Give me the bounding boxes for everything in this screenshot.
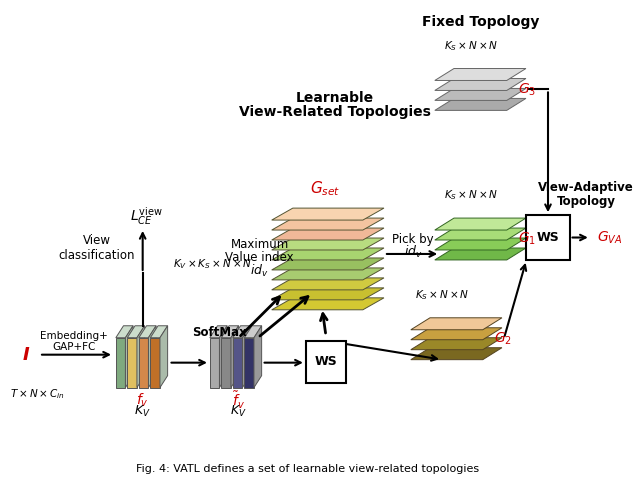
Bar [139, 338, 148, 387]
Text: $K_V$: $K_V$ [134, 404, 151, 419]
Text: $K_S \times N \times N$: $K_S \times N \times N$ [444, 39, 498, 53]
Polygon shape [243, 326, 250, 387]
Polygon shape [272, 248, 384, 260]
Text: $L_{CE}^{\mathrm{view}}$: $L_{CE}^{\mathrm{view}}$ [130, 205, 163, 227]
Text: $K_V$: $K_V$ [230, 404, 247, 419]
Polygon shape [411, 318, 502, 330]
Text: View-Adaptive: View-Adaptive [538, 181, 634, 194]
Text: View-Related Topologies: View-Related Topologies [239, 105, 431, 120]
Polygon shape [116, 326, 133, 338]
Polygon shape [244, 326, 262, 338]
Polygon shape [148, 326, 156, 387]
Polygon shape [411, 338, 502, 350]
Text: Maximum: Maximum [230, 239, 289, 251]
Text: Pick by: Pick by [392, 232, 434, 245]
Bar [244, 338, 254, 387]
Text: $id_v$: $id_v$ [404, 244, 422, 260]
Polygon shape [272, 288, 384, 300]
Text: $K_V \times K_S \times N \times N$: $K_V \times K_S \times N \times N$ [173, 257, 252, 271]
Text: $\tilde{f}_v$: $\tilde{f}_v$ [232, 390, 245, 411]
Polygon shape [435, 68, 526, 81]
Bar [116, 338, 125, 387]
Text: WS: WS [536, 231, 559, 244]
Polygon shape [272, 208, 384, 220]
Polygon shape [435, 248, 526, 260]
Text: Fixed Topology: Fixed Topology [422, 15, 539, 29]
Polygon shape [272, 218, 384, 230]
Text: $K_S \times N \times N$: $K_S \times N \times N$ [415, 288, 469, 302]
Polygon shape [160, 326, 168, 387]
Bar [127, 338, 137, 387]
Polygon shape [220, 326, 227, 387]
Text: $T \times N \times C_{in}$: $T \times N \times C_{in}$ [10, 387, 65, 402]
Bar [150, 338, 160, 387]
Polygon shape [231, 326, 239, 387]
Polygon shape [435, 79, 526, 90]
Polygon shape [272, 298, 384, 310]
Polygon shape [435, 218, 526, 230]
Text: Fig. 4: VATL defines a set of learnable view-related topologies: Fig. 4: VATL defines a set of learnable … [136, 465, 479, 474]
Polygon shape [411, 328, 502, 340]
Text: Topology: Topology [556, 195, 616, 208]
Text: $\boldsymbol{G_{VA}}$: $\boldsymbol{G_{VA}}$ [597, 229, 623, 246]
Text: $\boldsymbol{I}$: $\boldsymbol{I}$ [22, 346, 30, 364]
Bar [527, 215, 570, 260]
Polygon shape [150, 326, 168, 338]
Text: SoftMax: SoftMax [192, 326, 247, 339]
Bar [210, 338, 220, 387]
Text: $\boldsymbol{G_1}$: $\boldsymbol{G_1}$ [518, 231, 536, 247]
Polygon shape [435, 99, 526, 110]
Bar [221, 338, 231, 387]
Text: Learnable: Learnable [296, 91, 374, 105]
Text: $K_S \times N \times N$: $K_S \times N \times N$ [444, 188, 498, 202]
Text: Embedding+: Embedding+ [40, 331, 108, 341]
Text: $f_v$: $f_v$ [136, 392, 149, 409]
Text: $id_v$: $id_v$ [250, 263, 269, 279]
Text: $\boldsymbol{G_3}$: $\boldsymbol{G_3}$ [518, 81, 536, 98]
Polygon shape [272, 238, 384, 250]
Polygon shape [125, 326, 133, 387]
Bar [233, 338, 243, 387]
Text: View
classification: View classification [58, 234, 135, 262]
Polygon shape [435, 238, 526, 250]
Polygon shape [411, 348, 502, 360]
Polygon shape [254, 326, 262, 387]
Polygon shape [210, 326, 227, 338]
Text: $G_{set}$: $G_{set}$ [310, 180, 340, 198]
Text: WS: WS [314, 355, 337, 368]
Polygon shape [272, 268, 384, 280]
Bar [306, 341, 346, 383]
Polygon shape [139, 326, 156, 338]
Text: $\boldsymbol{G_2}$: $\boldsymbol{G_2}$ [494, 330, 512, 347]
Text: Value index: Value index [225, 251, 294, 264]
Text: GAP+FC: GAP+FC [52, 342, 95, 352]
Polygon shape [127, 326, 145, 338]
Polygon shape [137, 326, 145, 387]
Polygon shape [233, 326, 250, 338]
Polygon shape [435, 228, 526, 240]
Polygon shape [272, 228, 384, 240]
Polygon shape [221, 326, 239, 338]
Polygon shape [272, 278, 384, 290]
Polygon shape [272, 258, 384, 270]
Polygon shape [435, 88, 526, 101]
